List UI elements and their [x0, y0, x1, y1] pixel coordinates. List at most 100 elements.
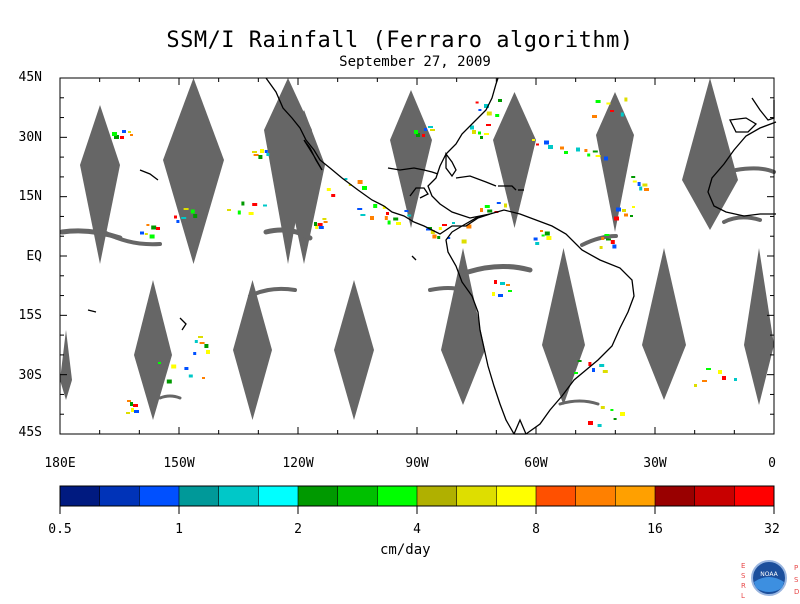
missing-data-swath	[596, 92, 634, 232]
rain-cell	[263, 204, 267, 207]
colorbar-segment	[575, 486, 616, 506]
colorbar-segment	[337, 486, 378, 506]
rain-cell	[227, 209, 231, 211]
rain-cell	[599, 364, 605, 367]
lat-label-45n: 45N	[18, 70, 42, 85]
missing-data-arc	[248, 286, 297, 298]
rain-cell	[540, 230, 543, 232]
rain-cell	[624, 97, 628, 102]
coastline-hawaii	[139, 169, 159, 181]
rain-cell	[396, 222, 401, 225]
coastline-north-america	[265, 77, 499, 235]
rain-cell	[248, 212, 254, 215]
missing-data-swath	[134, 280, 172, 420]
rain-cell	[416, 133, 420, 137]
rain-cell	[181, 217, 187, 219]
colorbar-segment	[298, 486, 339, 506]
rain-cell	[588, 362, 592, 366]
rain-cell	[610, 240, 615, 244]
rain-cell	[426, 228, 431, 231]
coastline-cuba	[455, 175, 497, 187]
rain-cell	[146, 224, 150, 226]
rain-cell	[428, 126, 433, 128]
coastline-florida	[445, 152, 457, 178]
rain-cell	[494, 280, 497, 284]
missing-data-swath	[163, 78, 224, 264]
missing-data-swath	[390, 90, 432, 228]
rain-cell	[322, 218, 327, 220]
coastline-south-america	[445, 209, 635, 435]
rain-cell	[612, 244, 617, 249]
rain-cell	[535, 242, 540, 245]
rain-cell	[266, 153, 270, 156]
rain-cell	[595, 155, 601, 157]
missing-data-swath	[642, 248, 686, 400]
rain-cell	[639, 186, 643, 191]
coastline-europe	[751, 97, 775, 121]
rain-cell	[604, 156, 608, 161]
rain-cell	[616, 207, 621, 212]
rain-cell	[126, 412, 130, 414]
coastline-gulf	[387, 167, 439, 175]
rainfall-patches	[112, 97, 737, 427]
rain-cell	[480, 136, 483, 139]
lat-label-15n: 15N	[18, 189, 42, 204]
rain-cell	[606, 102, 611, 105]
rain-cell	[130, 402, 133, 406]
rain-cell	[484, 133, 489, 135]
rain-cell	[632, 180, 637, 183]
colorbar-segment	[536, 486, 577, 506]
rain-cell	[644, 188, 649, 191]
rain-cell	[156, 227, 160, 230]
rain-cell	[588, 421, 593, 425]
rain-cell	[574, 372, 578, 374]
colorbar-segment	[456, 486, 497, 506]
colorbar-segment	[694, 486, 735, 506]
rain-cell	[193, 352, 197, 355]
rain-cell	[122, 130, 126, 133]
rain-cell	[199, 342, 205, 344]
rain-cell	[422, 134, 425, 137]
rain-cell	[188, 374, 193, 378]
rain-cell	[206, 350, 210, 354]
rain-cell	[536, 143, 539, 146]
rain-cell	[560, 146, 564, 150]
missing-data-swath	[744, 248, 774, 405]
lon-label-90w: 90W	[405, 456, 429, 471]
rain-cell	[252, 151, 257, 153]
coastlines	[87, 77, 777, 435]
rain-cell	[120, 136, 124, 139]
rain-cell	[506, 284, 510, 286]
logo-right-letters: P	[794, 564, 798, 572]
rain-cell	[472, 130, 476, 134]
coastline-iberia	[729, 117, 758, 133]
rain-cell	[252, 203, 258, 206]
lat-label-eq: EQ	[26, 249, 42, 264]
rain-cell	[504, 203, 507, 208]
rain-cell	[404, 210, 409, 212]
rain-cell	[166, 379, 172, 384]
missing-data-swath	[441, 248, 485, 405]
rain-cell	[734, 378, 737, 381]
rain-cell	[317, 223, 323, 226]
svg-text:D: D	[794, 588, 799, 596]
rain-cell	[508, 290, 512, 292]
rain-cell	[533, 237, 538, 241]
rain-cell	[140, 231, 144, 235]
rain-cell	[360, 214, 366, 216]
lon-label-180e: 180E	[44, 456, 76, 471]
rain-cell	[470, 125, 474, 130]
missing-data-arc	[558, 399, 600, 406]
rain-cell	[241, 201, 245, 206]
lat-label-30s: 30S	[18, 368, 42, 383]
rain-cell	[492, 292, 495, 296]
missing-data-arc	[428, 286, 464, 292]
rain-cell	[480, 208, 483, 212]
rain-cell	[114, 135, 119, 139]
rain-cell	[630, 215, 633, 217]
missing-data-arc	[734, 166, 776, 174]
rain-cell	[722, 376, 726, 380]
rain-cell	[190, 209, 195, 214]
rain-cell	[610, 409, 614, 411]
map-title: SSM/I Rainfall (Ferraro algorithm)	[166, 28, 634, 53]
